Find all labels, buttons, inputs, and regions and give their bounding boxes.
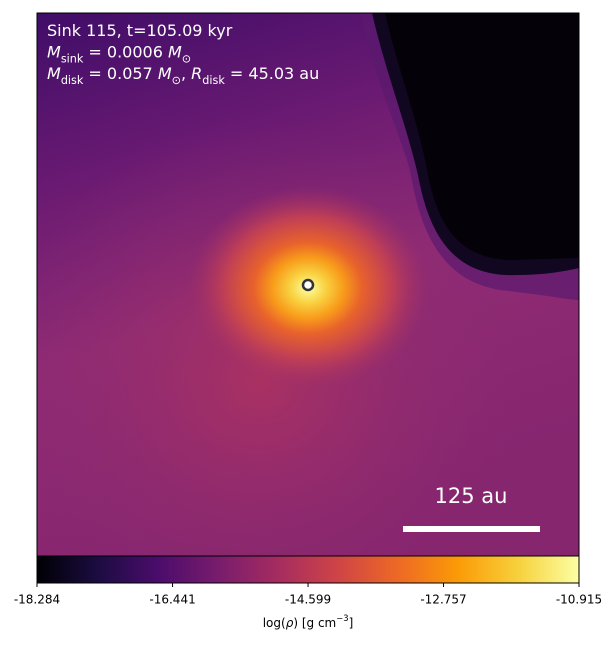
- colorbar-tick-label: -18.284: [14, 593, 60, 607]
- density-map: 125 au: [36, 12, 580, 557]
- colorbar-scale: [36, 555, 580, 584]
- scale-bar-label: 125 au: [435, 484, 508, 508]
- annotation-line: Sink 115, t=105.09 kyr: [47, 21, 233, 40]
- text-segment: ,: [181, 64, 191, 83]
- void-region: [385, 13, 579, 260]
- text-segment: −3: [336, 613, 348, 623]
- text-segment: = 0.0006: [83, 42, 168, 61]
- text-segment: log(: [263, 616, 286, 630]
- annotation-line: Msink = 0.0006 M⊙: [47, 42, 191, 65]
- text-segment: disk: [202, 74, 225, 87]
- text-segment: R: [191, 64, 202, 83]
- text-segment: ⊙: [182, 52, 191, 65]
- colorbar-tick-label: -14.599: [285, 593, 331, 607]
- disk-glow: [150, 170, 450, 430]
- colorbar-tick-label: -16.441: [149, 593, 195, 607]
- text-segment: Sink 115, t=105.09 kyr: [47, 21, 233, 40]
- colorbar-tick-label: -12.757: [420, 593, 466, 607]
- text-segment: sink: [61, 52, 84, 65]
- text-segment: ⊙: [172, 74, 181, 87]
- colorbar: -18.284 -16.441 -14.599 -12.757 -10.915 log(ρ…: [14, 555, 602, 630]
- text-segment: disk: [61, 74, 84, 87]
- text-segment: = 0.057: [83, 64, 157, 83]
- text-segment: ) [g cm: [293, 616, 336, 630]
- sink-marker: [301, 278, 315, 292]
- text-segment: = 45.03 au: [225, 64, 319, 83]
- text-segment: M: [158, 64, 172, 83]
- annotation-line: Mdisk = 0.057 M⊙, Rdisk = 45.03 au: [47, 64, 319, 87]
- text-segment: ρ: [286, 616, 294, 630]
- text-segment: ]: [349, 616, 354, 630]
- colorbar-tick-label: -10.915: [556, 593, 602, 607]
- colorbar-label: log(ρ) [g cm−3]: [263, 613, 354, 630]
- text-segment: M: [47, 64, 61, 83]
- text-segment: M: [47, 42, 61, 61]
- text-segment: M: [168, 42, 182, 61]
